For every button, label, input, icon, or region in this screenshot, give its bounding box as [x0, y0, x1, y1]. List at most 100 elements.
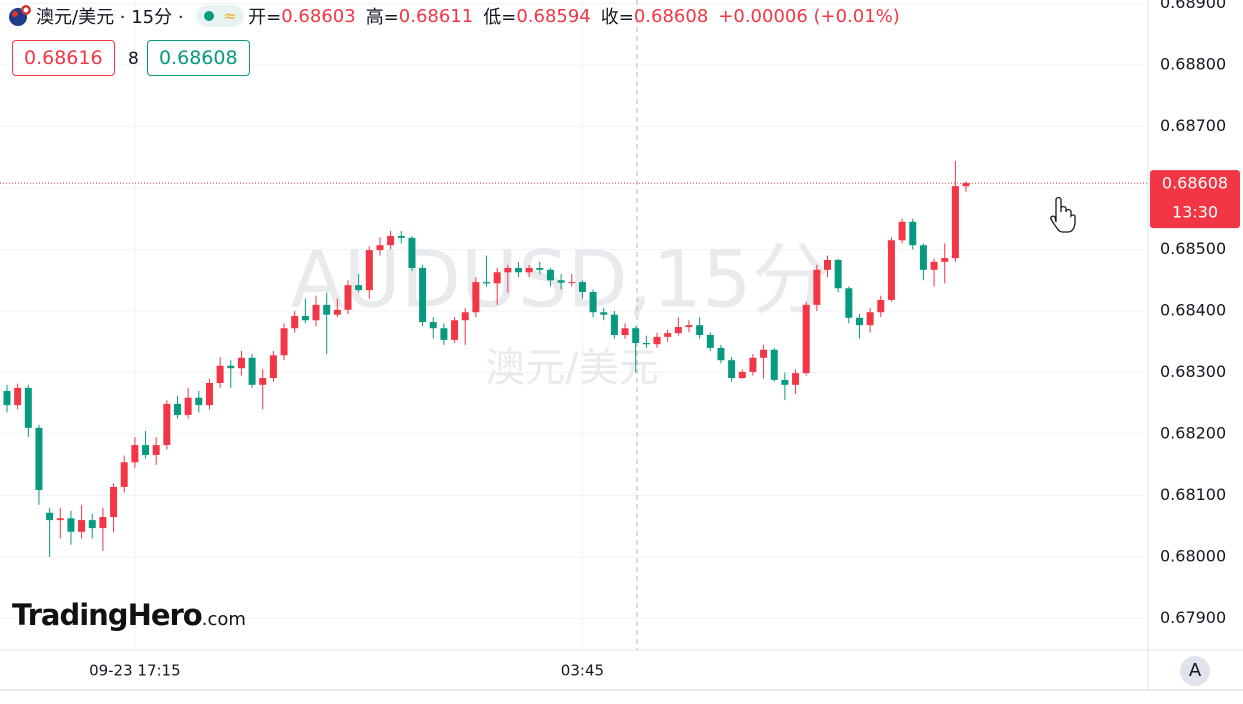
auto-scale-button[interactable]: A [1180, 656, 1210, 686]
y-tick-label: 0.68900 [1160, 0, 1226, 12]
y-tick-label: 0.68000 [1160, 547, 1226, 566]
candle-body [642, 342, 650, 345]
y-tick-label: 0.68300 [1160, 362, 1226, 381]
candle-body [887, 240, 895, 300]
open-label: 开= [248, 7, 282, 28]
sell-button[interactable]: 0.68616 [12, 40, 115, 76]
x-tick-label: 09-23 17:15 [89, 662, 181, 680]
high-value: 0.68611 [398, 5, 474, 27]
candle-body [195, 397, 203, 406]
candle-body [163, 403, 171, 446]
candle-body [834, 259, 842, 289]
candle-body [536, 267, 544, 270]
candle-body [749, 357, 757, 372]
candle-body [632, 328, 640, 343]
candle-body [312, 304, 320, 321]
candle-body [951, 186, 959, 259]
candle-body [110, 486, 118, 518]
price-tag-label: 0.68608 [1162, 174, 1228, 193]
candle-body [600, 312, 608, 315]
candle-body [216, 365, 224, 383]
candle-body [557, 280, 565, 283]
candle-body [120, 462, 128, 487]
y-tick-label: 0.68800 [1160, 55, 1226, 74]
candle-body [653, 336, 661, 345]
candle-body [142, 445, 150, 455]
candle-body [280, 328, 288, 356]
legend: 澳元/美元 · 15分 · ≈ 开= 0.68603 高= 0.68611 低= 0.… [6, 2, 904, 30]
candle-body [184, 397, 192, 415]
candle-body [78, 520, 86, 532]
candle-body [738, 371, 746, 379]
candle-body [355, 285, 363, 291]
candle-body [99, 517, 107, 529]
candle-body [376, 245, 384, 251]
logo-suffix: .com [201, 609, 246, 630]
buy-button[interactable]: 0.68608 [147, 40, 250, 76]
close-value: 0.68608 [633, 5, 709, 27]
candle-body [67, 518, 75, 532]
y-tick-label: 0.68200 [1160, 424, 1226, 443]
candle-body [14, 387, 22, 406]
y-tick-label: 0.68700 [1160, 116, 1226, 135]
candle-body [728, 360, 736, 379]
candle-body [88, 520, 96, 529]
candle-body [56, 518, 64, 521]
candle-body [589, 291, 597, 313]
candle-body [802, 304, 810, 374]
candle-body [259, 378, 267, 385]
candle-body [3, 390, 11, 406]
candle-body [387, 235, 395, 246]
candle-body [568, 282, 576, 284]
candle-body [451, 320, 459, 340]
candle-body [813, 269, 821, 305]
candle-body [291, 315, 299, 329]
pill-icon: ≈ [223, 7, 237, 25]
candle-body [919, 245, 927, 270]
candle-body [248, 357, 256, 385]
symbol: 澳元/美元 · 15分 · [36, 7, 184, 28]
candle-body [877, 299, 885, 313]
candle-body [269, 355, 277, 379]
flag-icon [9, 5, 31, 26]
logo-name: TradingHero [12, 598, 203, 632]
price-tag [1150, 170, 1240, 229]
status-pill[interactable]: ≈ [195, 5, 245, 27]
candle-body [930, 261, 938, 270]
candle-body [760, 349, 768, 358]
candle-body [525, 267, 533, 273]
candle-body [504, 267, 512, 273]
candle-body [344, 285, 352, 310]
candle-body [24, 387, 32, 428]
candle-body [845, 288, 853, 318]
y-tick-label: 0.68500 [1160, 239, 1226, 258]
candle-body [696, 325, 704, 335]
change: +0.00006 (+0.01%) [718, 5, 900, 27]
cursor [1050, 196, 1076, 233]
candle-body [717, 347, 725, 361]
candle-body [227, 365, 235, 369]
low-value: 0.68594 [516, 5, 591, 27]
candle-body [408, 237, 416, 268]
candle-body [472, 282, 480, 313]
candle-body [546, 269, 554, 281]
candle-body [664, 333, 672, 337]
candle-body [237, 357, 245, 369]
candle-body [131, 445, 139, 463]
candle-body [781, 379, 789, 385]
candle-body [365, 250, 373, 291]
candle-body [173, 403, 181, 415]
candle-body [483, 282, 491, 284]
y-tick-label: 0.67900 [1160, 608, 1226, 627]
candle-body [493, 272, 501, 284]
candle-body [824, 259, 832, 270]
low-label: 低= [483, 7, 517, 28]
x-tick-label: 03:45 [561, 662, 604, 680]
candle-body [323, 304, 331, 315]
candle-body [35, 427, 43, 490]
watermark-sub: 澳元/美元 [485, 345, 658, 391]
high-label: 高= [365, 7, 399, 28]
y-tick-label: 0.68100 [1160, 485, 1226, 504]
